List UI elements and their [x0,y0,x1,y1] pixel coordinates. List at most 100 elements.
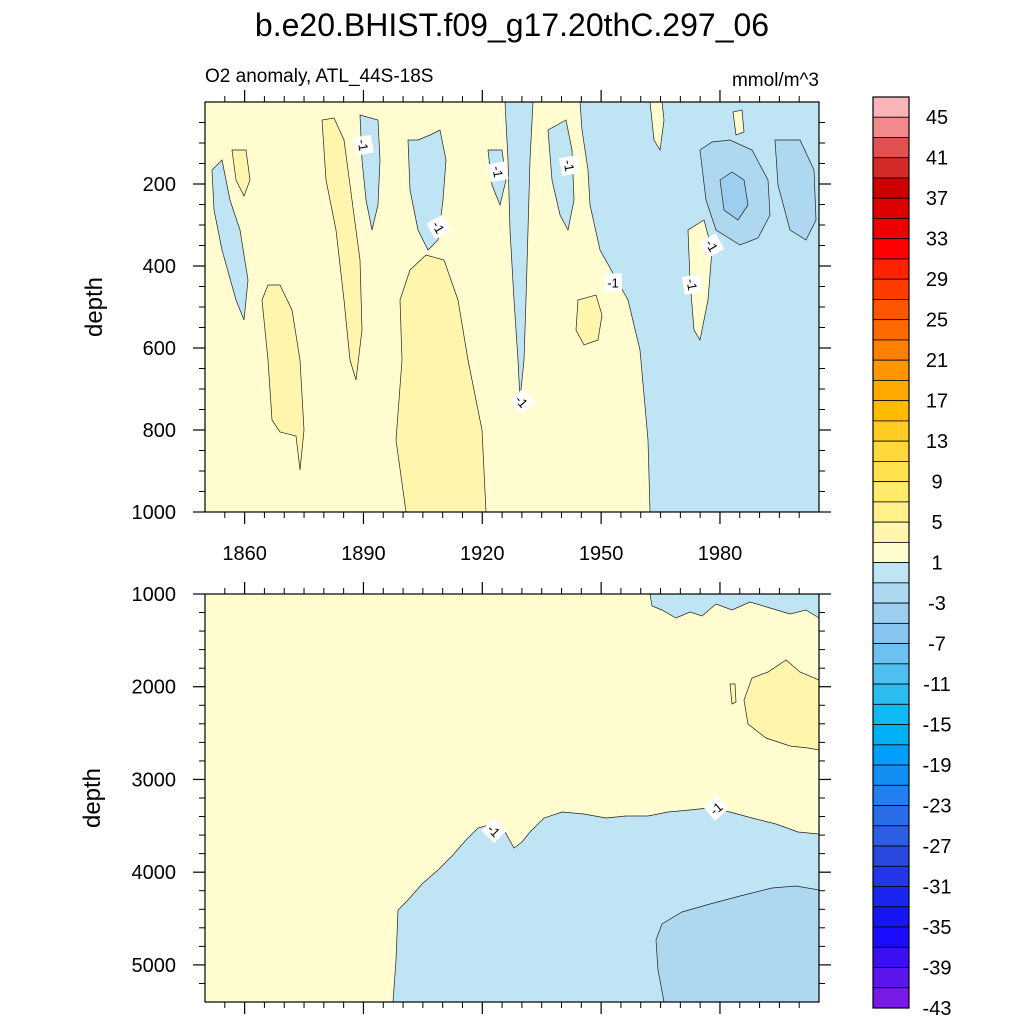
contour-label: -1 [481,817,507,844]
colorbar-swatch [872,96,910,118]
colorbar-label: -3 [928,593,946,615]
colorbar-swatch [872,805,910,827]
figure-title: b.e20.BHIST.f09_g17.20thC.297_06 [255,7,769,43]
colorbar-label: -23 [923,796,952,818]
colorbar-label: -39 [923,958,952,980]
colorbar-label: -35 [923,917,952,939]
colorbar: 45 41 37 33 29 25 21 17 13 9 5 1 -3 -7 -11 -15 -19 -23 -27… [872,96,952,1020]
upper-neg-plume-1855 [211,159,249,321]
colorbar-swatch [872,946,910,968]
contour-label-text: -1 [355,138,372,152]
lower-y-axis-title: depth [79,768,106,828]
colorbar-swatch [872,643,910,665]
colorbar-swatch [872,278,910,300]
upper-y-tick-label: 1000 [132,502,177,524]
contour-label-bg [487,161,509,183]
colorbar-swatch [872,197,910,219]
colorbar-swatch [872,906,910,928]
upper-pos-pocket-1985 [732,109,745,136]
lower-neg5-deep [655,885,819,1002]
contour-label-bg [604,273,623,292]
colorbar-swatch [872,218,910,240]
lower-y-tick-label: 4000 [132,862,177,884]
upper-y-axis-title: depth [81,277,108,337]
colorbar-label: 9 [931,472,942,494]
contour-label: -1 [681,274,703,295]
contour-label-bg [426,214,452,240]
lower-pos5-sliver [729,683,737,705]
colorbar-label: 21 [926,350,948,372]
colorbar-swatch [872,825,910,847]
colorbar-label: -31 [923,877,952,899]
upper-x-tick-label: 1980 [698,543,743,565]
contour-label-text: -1 [489,165,506,179]
colorbar-label: -19 [923,755,952,777]
colorbar-swatch [872,602,910,624]
colorbar-swatch [872,865,910,887]
colorbar-swatch [872,582,910,604]
upper-neg-plume-1938 [547,119,575,232]
colorbar-label: 13 [926,431,948,453]
colorbar-label: -27 [923,836,952,858]
colorbar-swatch [872,926,910,948]
lower-y-tick-label: 1000 [132,584,177,606]
colorbar-swatch [872,460,910,483]
upper-x-tick-label: 1860 [222,543,267,565]
colorbar-swatch [872,359,910,381]
colorbar-swatch [872,400,910,422]
contour-label-bg [699,233,725,258]
lower-y-tick-label: 3000 [132,769,177,791]
upper-left-title: O2 anomaly, ATL_44S-18S [205,66,433,87]
lower-y-tick-label: 2000 [132,677,177,699]
colorbar-swatch [872,177,910,199]
colorbar-swatch [872,299,910,321]
contour-label: -1 [703,795,729,821]
upper-pos-pocket-1965 [649,102,665,152]
contour-label-bg [509,388,535,414]
upper-x-axis: 1860 1890 1920 1950 1980 [222,90,800,565]
upper-y-tick-label: 400 [143,256,176,278]
colorbar-swatch [872,886,910,908]
colorbar-label: 29 [926,269,948,291]
lower-neg-top-right [649,594,819,619]
contour-label-bg [481,817,507,844]
contour-label-bg [681,274,703,295]
colorbar-label: 33 [926,229,948,251]
colorbar-swatch [872,339,910,361]
lower-pos5-right [743,659,819,751]
contour-label: -1 [353,134,374,156]
colorbar-swatch [872,541,910,564]
colorbar-label: 1 [931,553,942,575]
colorbar-swatch [872,420,910,442]
colorbar-label: -11 [923,674,950,696]
colorbar-swatch [872,238,910,260]
lower-y-tick-label: 5000 [132,955,177,977]
upper-x-tick-label: 1950 [579,543,624,565]
contour-labels: -1 -1 -1 -1 -1 -1 -1 -1 -1 -1 [353,134,729,844]
upper-y-tick-label: 600 [143,338,176,360]
colorbar-swatch [872,784,910,806]
upper-pos5-1875 [261,284,305,471]
colorbar-swatch [872,724,910,746]
contour-label: -1 [699,233,725,258]
colorbar-swatch [872,380,910,402]
colorbar-label: -43 [923,998,952,1020]
colorbar-swatch [872,440,910,462]
colorbar-label: 5 [931,512,942,534]
contour-label: -1 [426,214,452,240]
colorbar-swatch [872,501,910,523]
colorbar-swatch [872,521,910,543]
colorbar-swatch [872,987,910,1009]
contour-label: -1 [559,155,580,176]
upper-contour-fills [205,102,819,512]
colorbar-frame [872,96,910,1009]
upper-neg5-core-b [774,139,817,241]
colorbar-swatch [872,137,910,159]
contour-label-bg [353,134,374,156]
colorbar-swatch [872,967,910,989]
upper-pos5-1952 [575,294,603,346]
colorbar-swatch [872,663,910,685]
upper-x-tick-label: 1920 [460,543,505,565]
lower-contour-fills [205,594,819,1002]
colorbar-label: 37 [926,188,948,210]
